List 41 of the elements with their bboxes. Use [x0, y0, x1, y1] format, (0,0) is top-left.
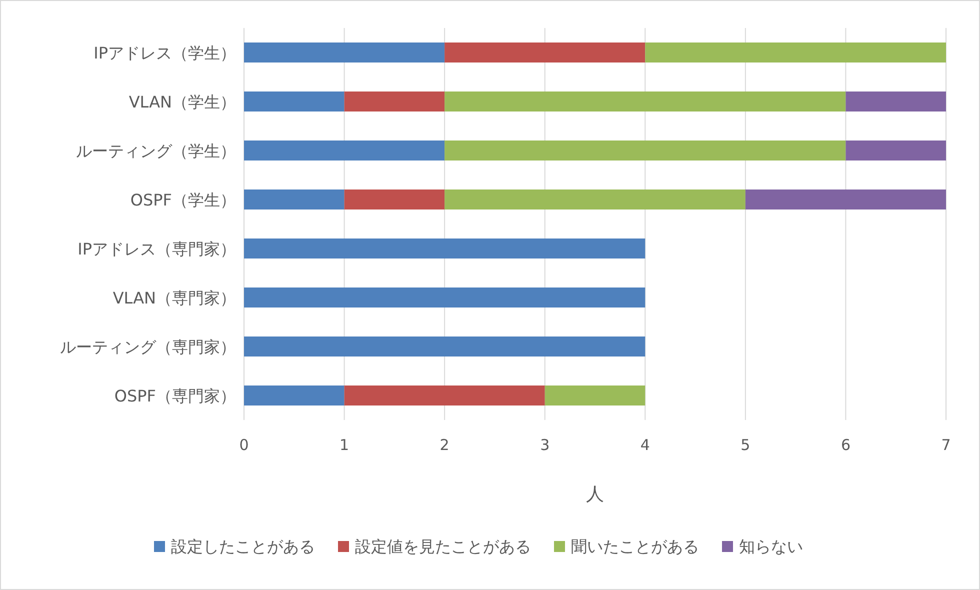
- bar: [544, 386, 646, 406]
- legend-label: 設定値を見たことがある: [355, 537, 531, 556]
- bar: [344, 386, 545, 406]
- bar: [244, 386, 344, 406]
- legend-label: 聞いたことがある: [571, 537, 699, 556]
- y-tick-label: OSPF（専門家）: [114, 386, 236, 406]
- x-tick-label: 7: [941, 436, 951, 454]
- bar: [645, 42, 946, 62]
- bar: [444, 92, 846, 112]
- x-tick-label: 2: [440, 436, 450, 454]
- legend-label: 設定したことがある: [171, 537, 315, 556]
- bar: [244, 140, 445, 160]
- bar: [846, 92, 946, 112]
- bar: [444, 42, 646, 62]
- y-tick-label: OSPF（学生）: [130, 190, 236, 210]
- x-tick-label: 6: [840, 436, 850, 454]
- bar: [244, 42, 445, 62]
- x-tick-label: 3: [540, 436, 550, 454]
- bar: [846, 140, 946, 160]
- legend-label: 知らない: [739, 537, 803, 556]
- y-tick-label: VLAN（専門家）: [112, 288, 236, 308]
- bar: [244, 92, 344, 112]
- bar: [444, 140, 846, 160]
- bar: [444, 190, 746, 210]
- x-tick-label: 4: [640, 436, 650, 454]
- y-tick-label: IPアドレス（学生）: [94, 44, 236, 62]
- y-tick-label: ルーティング（学生）: [76, 142, 236, 160]
- x-tick-label: 1: [340, 436, 350, 454]
- y-tick-label: IPアドレス（専門家）: [78, 240, 236, 258]
- bar: [344, 190, 445, 210]
- x-tick-label: 5: [740, 436, 750, 454]
- bar: [344, 92, 445, 112]
- bar: [244, 336, 646, 356]
- bar: [745, 190, 946, 210]
- x-tick-label: 0: [239, 436, 249, 454]
- y-tick-label: ルーティング（専門家）: [60, 338, 236, 356]
- y-tick-label: VLAN（学生）: [128, 92, 236, 112]
- bar: [244, 288, 646, 308]
- bar: [244, 238, 646, 258]
- x-axis-title: 人: [586, 484, 604, 505]
- bar: [244, 190, 344, 210]
